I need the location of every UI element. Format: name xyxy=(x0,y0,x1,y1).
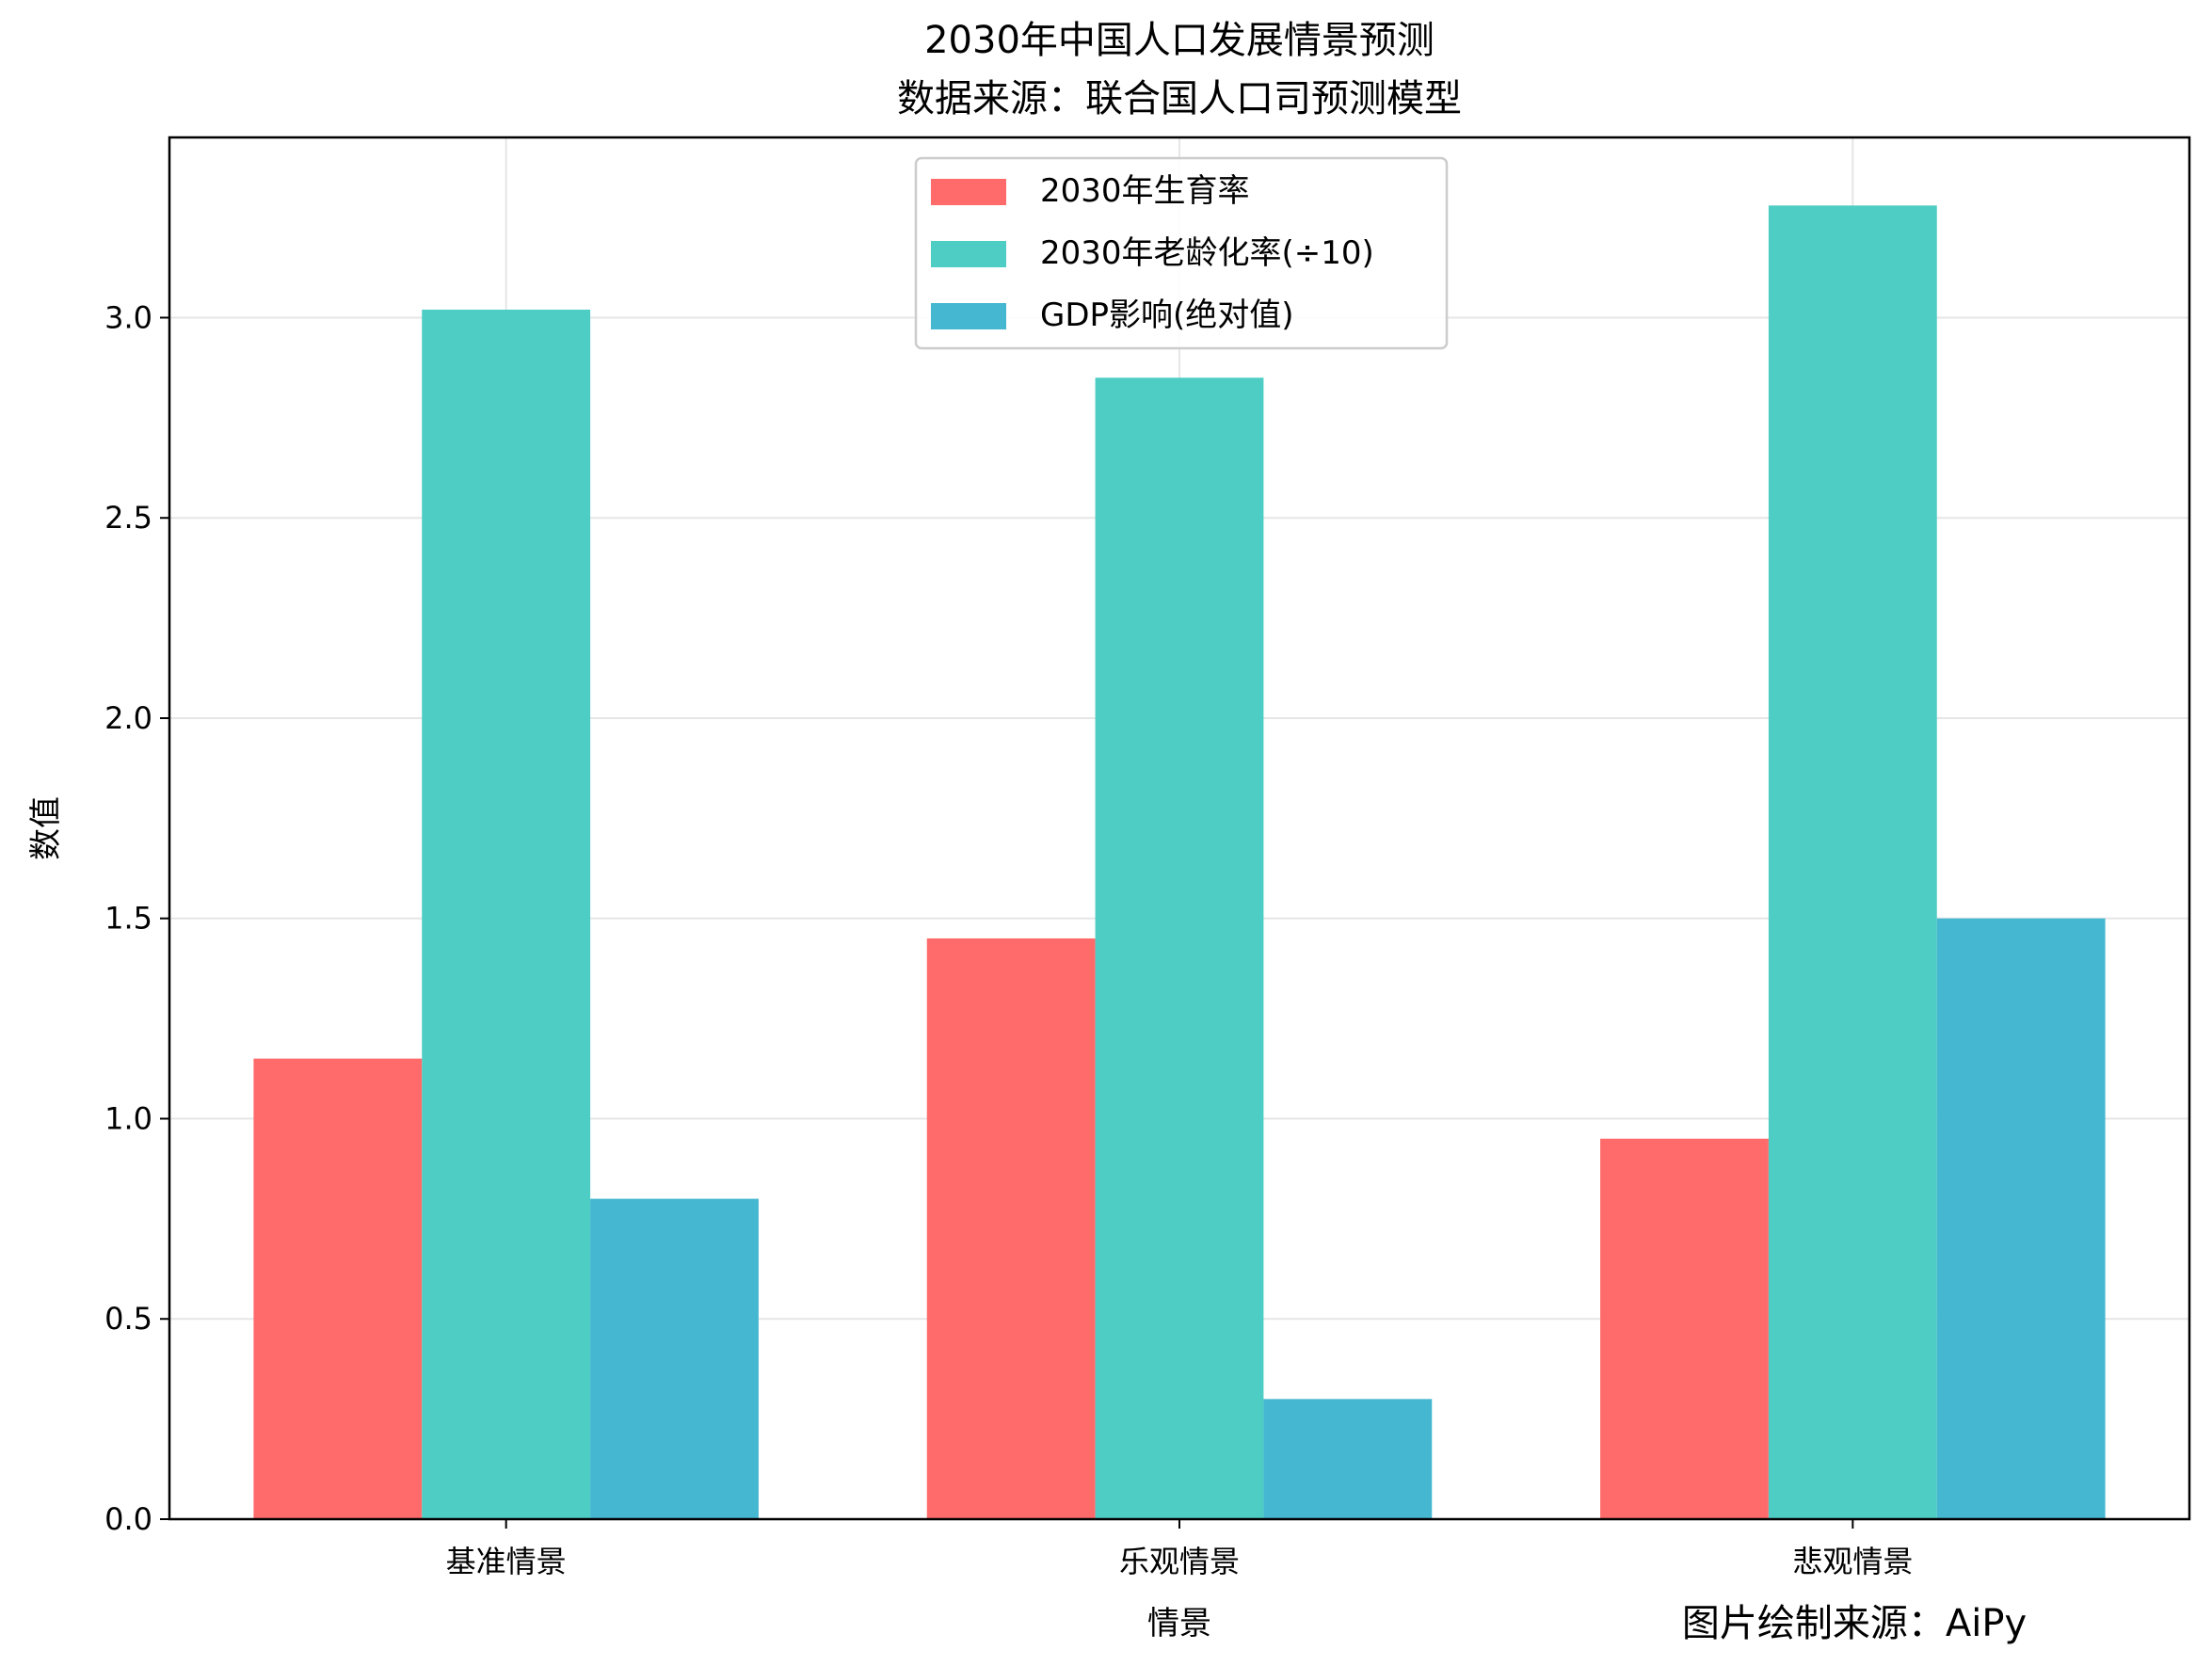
y-tick-label: 2.5 xyxy=(104,500,152,536)
legend-label: 2030年生育率 xyxy=(1040,172,1250,210)
bar xyxy=(1600,1138,1769,1519)
legend-swatch xyxy=(931,303,1006,329)
y-axis-label: 数值 xyxy=(27,796,65,860)
source-note: 图片绘制来源：AiPy xyxy=(1682,1602,2027,1645)
x-tick-label: 乐观情景 xyxy=(1119,1544,1240,1579)
chart-title: 2030年中国人口发展情景预测 数据来源：联合国人口司预测模型 xyxy=(897,19,1462,120)
x-tick-label: 基准情景 xyxy=(446,1544,567,1579)
y-tick-label: 0.5 xyxy=(104,1301,152,1337)
y-tick-label: 2.0 xyxy=(104,700,152,736)
y-tick-label: 1.0 xyxy=(104,1100,152,1136)
bar xyxy=(1768,205,1937,1520)
bar xyxy=(1263,1399,1433,1519)
legend: 2030年生育率 2030年老龄化率(÷10) GDP影响(绝对值) xyxy=(914,156,1449,350)
bar xyxy=(1095,377,1264,1520)
bar xyxy=(926,938,1096,1519)
x-axis-label: 情景 xyxy=(1147,1605,1211,1642)
legend-swatch xyxy=(931,179,1006,205)
bars xyxy=(253,205,2106,1520)
y-tick-label: 1.5 xyxy=(104,901,152,937)
bar xyxy=(253,1058,423,1519)
legend-swatch xyxy=(931,241,1006,267)
legend-label: 2030年老龄化率(÷10) xyxy=(1040,234,1374,272)
bar xyxy=(590,1198,759,1519)
y-tick-label: 0.0 xyxy=(104,1501,152,1537)
bar xyxy=(1936,918,2106,1519)
chart-title-line: 2030年中国人口发展情景预测 xyxy=(924,19,1435,62)
x-tick-label: 悲观情景 xyxy=(1792,1544,1913,1579)
legend-frame xyxy=(914,156,1449,350)
chart-subtitle-line: 数据来源：联合国人口司预测模型 xyxy=(897,77,1462,120)
y-axis: 0.0 0.5 1.0 1.5 2.0 2.5 3.0 xyxy=(104,299,169,1537)
legend-label: GDP影响(绝对值) xyxy=(1040,296,1294,334)
y-tick-label: 3.0 xyxy=(104,299,152,335)
bar xyxy=(422,309,591,1519)
x-axis: 基准情景 乐观情景 悲观情景 xyxy=(446,1519,1913,1579)
